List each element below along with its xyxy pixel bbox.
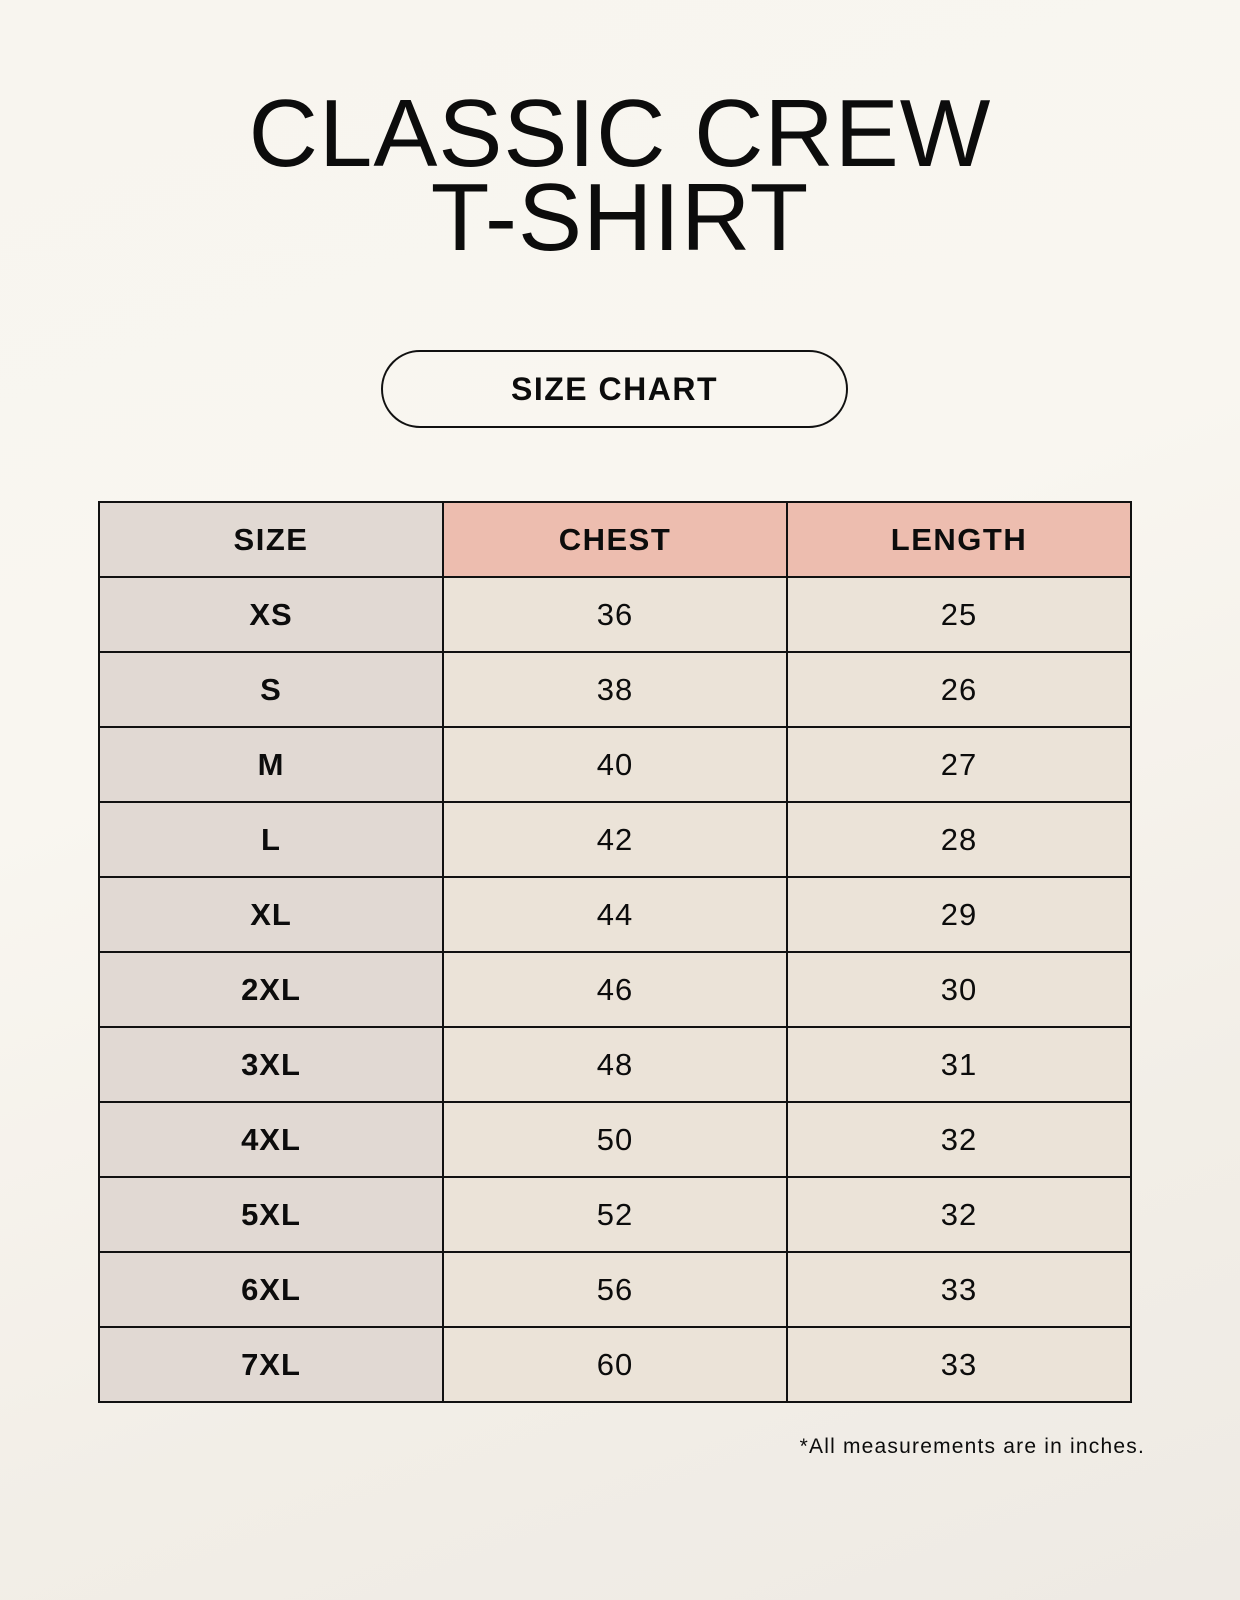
chest-cell: 38	[442, 651, 788, 728]
title-line-2: T-SHIRT	[430, 164, 810, 271]
size-cell: 5XL	[98, 1176, 444, 1253]
title-line-1: CLASSIC CREW	[248, 80, 992, 187]
table-row: 3XL 48 31	[98, 1026, 1132, 1103]
chest-cell: 36	[442, 576, 788, 653]
chest-cell: 50	[442, 1101, 788, 1178]
chest-cell: 48	[442, 1026, 788, 1103]
measurement-note: *All measurements are in inches.	[799, 1435, 1145, 1458]
size-cell: 6XL	[98, 1251, 444, 1328]
header-size: SIZE	[98, 501, 444, 578]
table-row: M 40 27	[98, 726, 1132, 803]
size-cell: 2XL	[98, 951, 444, 1028]
size-cell: 3XL	[98, 1026, 444, 1103]
length-cell: 32	[786, 1176, 1132, 1253]
table-row: XS 36 25	[98, 576, 1132, 653]
header-length: LENGTH	[786, 501, 1132, 578]
size-cell: 7XL	[98, 1326, 444, 1403]
table-row: 5XL 52 32	[98, 1176, 1132, 1253]
size-chart-badge: SIZE CHART	[381, 350, 848, 428]
size-cell: S	[98, 651, 444, 728]
size-table: SIZE CHEST LENGTH XS 36 25 S 38 26 M 40 27 L 42 28 X…	[98, 501, 1132, 1403]
page-title: CLASSIC CREW T-SHIRT	[0, 80, 1240, 271]
chest-cell: 46	[442, 951, 788, 1028]
chest-cell: 56	[442, 1251, 788, 1328]
table-row: 7XL 60 33	[98, 1326, 1132, 1403]
size-cell: XL	[98, 876, 444, 953]
chest-cell: 40	[442, 726, 788, 803]
length-cell: 30	[786, 951, 1132, 1028]
chest-cell: 60	[442, 1326, 788, 1403]
size-cell: XS	[98, 576, 444, 653]
table-row: S 38 26	[98, 651, 1132, 728]
length-cell: 33	[786, 1251, 1132, 1328]
table-row: 4XL 50 32	[98, 1101, 1132, 1178]
table-row: XL 44 29	[98, 876, 1132, 953]
length-cell: 27	[786, 726, 1132, 803]
length-cell: 25	[786, 576, 1132, 653]
length-cell: 33	[786, 1326, 1132, 1403]
length-cell: 26	[786, 651, 1132, 728]
length-cell: 31	[786, 1026, 1132, 1103]
table-row: 2XL 46 30	[98, 951, 1132, 1028]
header-chest: CHEST	[442, 501, 788, 578]
table-row: L 42 28	[98, 801, 1132, 878]
size-cell: L	[98, 801, 444, 878]
length-cell: 28	[786, 801, 1132, 878]
table-row: 6XL 56 33	[98, 1251, 1132, 1328]
size-cell: 4XL	[98, 1101, 444, 1178]
length-cell: 32	[786, 1101, 1132, 1178]
chest-cell: 44	[442, 876, 788, 953]
size-cell: M	[98, 726, 444, 803]
chest-cell: 52	[442, 1176, 788, 1253]
table-header-row: SIZE CHEST LENGTH	[98, 501, 1132, 578]
chest-cell: 42	[442, 801, 788, 878]
length-cell: 29	[786, 876, 1132, 953]
